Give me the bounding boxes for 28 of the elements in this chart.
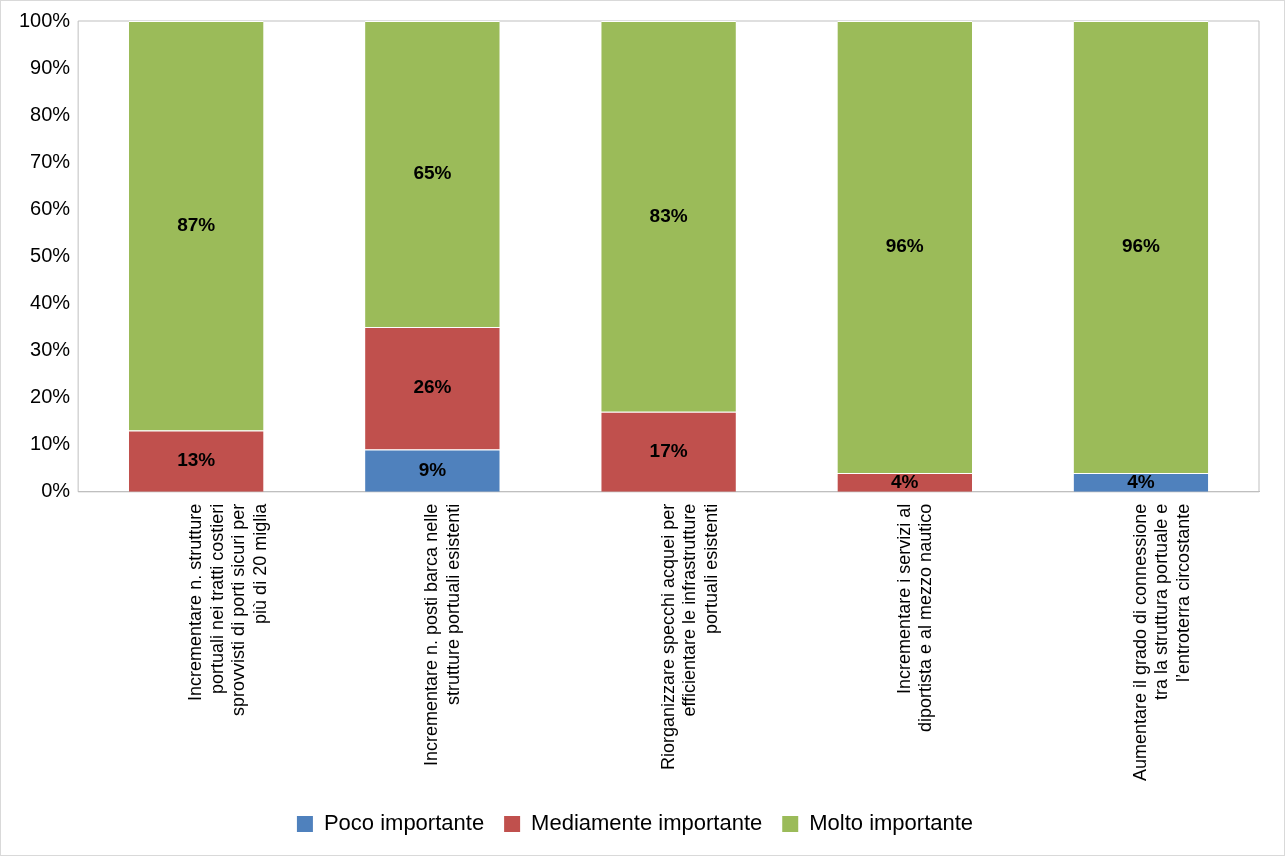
data-label: 9% xyxy=(418,458,447,480)
x-tick-label: Aumentare il grado di connessione tra la struttura portuale e l’entroterra circostante xyxy=(1129,503,1194,781)
y-tick-label: 100% xyxy=(19,8,71,31)
y-tick-label: 60% xyxy=(30,196,71,219)
y-tick-label: 30% xyxy=(30,338,71,361)
data-label: 4% xyxy=(891,470,919,492)
data-label: 17% xyxy=(649,440,688,462)
y-tick-label: 0% xyxy=(41,479,71,502)
data-label: 65% xyxy=(413,162,452,184)
y-tick-label: 90% xyxy=(30,55,71,78)
y-tick-label: 10% xyxy=(30,432,71,455)
y-tick-label: 70% xyxy=(30,149,71,172)
y-tick-label: 50% xyxy=(30,243,71,266)
x-tick-label: Riorganizzare specchi acquei per efficientare le infrastrutture portuali esistenti xyxy=(657,503,721,770)
data-label: 96% xyxy=(885,235,924,257)
data-label: 4% xyxy=(1127,470,1155,492)
data-label: 87% xyxy=(177,214,216,236)
data-label: 83% xyxy=(649,204,688,226)
data-label: 26% xyxy=(413,376,452,398)
data-label: 96% xyxy=(1121,235,1161,257)
legend-label: Molto importante xyxy=(809,810,974,836)
y-tick-label: 20% xyxy=(30,385,71,408)
y-tick-label: 40% xyxy=(30,291,71,314)
x-tick-label: Incrementare n. strutture portuali nei tratti costieri sprovvisti di porti sicuri per più di 20 miglia xyxy=(185,502,271,716)
y-tick-label: 80% xyxy=(30,102,71,125)
legend-label: Poco importante xyxy=(323,810,485,836)
data-label: 13% xyxy=(177,449,216,471)
legend-label: Mediamente importante xyxy=(531,810,763,836)
